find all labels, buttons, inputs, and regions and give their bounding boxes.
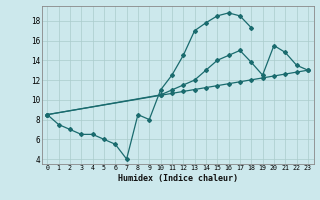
X-axis label: Humidex (Indice chaleur): Humidex (Indice chaleur) <box>118 174 237 183</box>
